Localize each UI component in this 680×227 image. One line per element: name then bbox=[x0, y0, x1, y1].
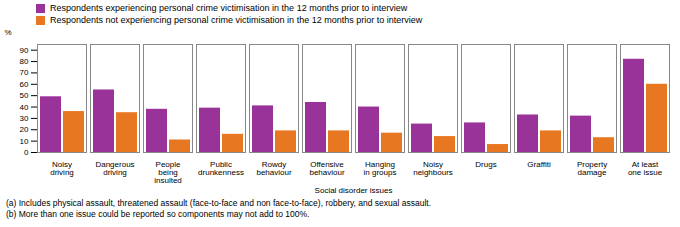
svg-text:50: 50 bbox=[20, 91, 29, 100]
html-text:Respondents experiencing perso: Respondents experiencing personal crime … bbox=[50, 3, 408, 13]
svg-text:0: 0 bbox=[24, 148, 29, 157]
svg-text:Noisyneighbours: Noisyneighbours bbox=[413, 160, 453, 177]
svg-text:Dangerousdriving: Dangerousdriving bbox=[95, 160, 134, 177]
svg-text:80: 80 bbox=[20, 57, 29, 66]
svg-text:10: 10 bbox=[20, 137, 29, 146]
html-text:(a) Includes physical assault,: (a) Includes physical assault, threatene… bbox=[6, 198, 432, 208]
svg-text:Rowdybehaviour: Rowdybehaviour bbox=[256, 160, 291, 177]
svg-text:70: 70 bbox=[20, 68, 29, 77]
html-text:Respondents not experiencing p: Respondents not experiencing personal cr… bbox=[50, 15, 423, 25]
svg-text:Drugs: Drugs bbox=[475, 160, 496, 169]
svg-text:Publicdrunkenness: Publicdrunkenness bbox=[198, 160, 244, 177]
svg-text:60: 60 bbox=[20, 80, 29, 89]
svg-text:Graffiti: Graffiti bbox=[527, 160, 551, 169]
svg-text:Hangingin groups: Hangingin groups bbox=[364, 160, 397, 177]
svg-text:40: 40 bbox=[20, 103, 29, 112]
svg-text:20: 20 bbox=[20, 125, 29, 134]
svg-text:90: 90 bbox=[20, 46, 29, 55]
svg-text:%: % bbox=[5, 28, 12, 37]
html-text:(b) More than one issue could: (b) More than one issue could be reporte… bbox=[6, 209, 310, 219]
svg-text:Propertydamage: Propertydamage bbox=[577, 160, 607, 177]
svg-text:Social disorder issues: Social disorder issues bbox=[315, 186, 393, 195]
svg-text:30: 30 bbox=[20, 114, 29, 123]
svg-text:Peoplebeinginsulted: Peoplebeinginsulted bbox=[154, 160, 182, 185]
svg-text:Noisydriving: Noisydriving bbox=[50, 160, 74, 177]
svg-text:Offensivebehaviour: Offensivebehaviour bbox=[309, 160, 344, 177]
svg-text:At leastone issue: At leastone issue bbox=[628, 160, 663, 177]
